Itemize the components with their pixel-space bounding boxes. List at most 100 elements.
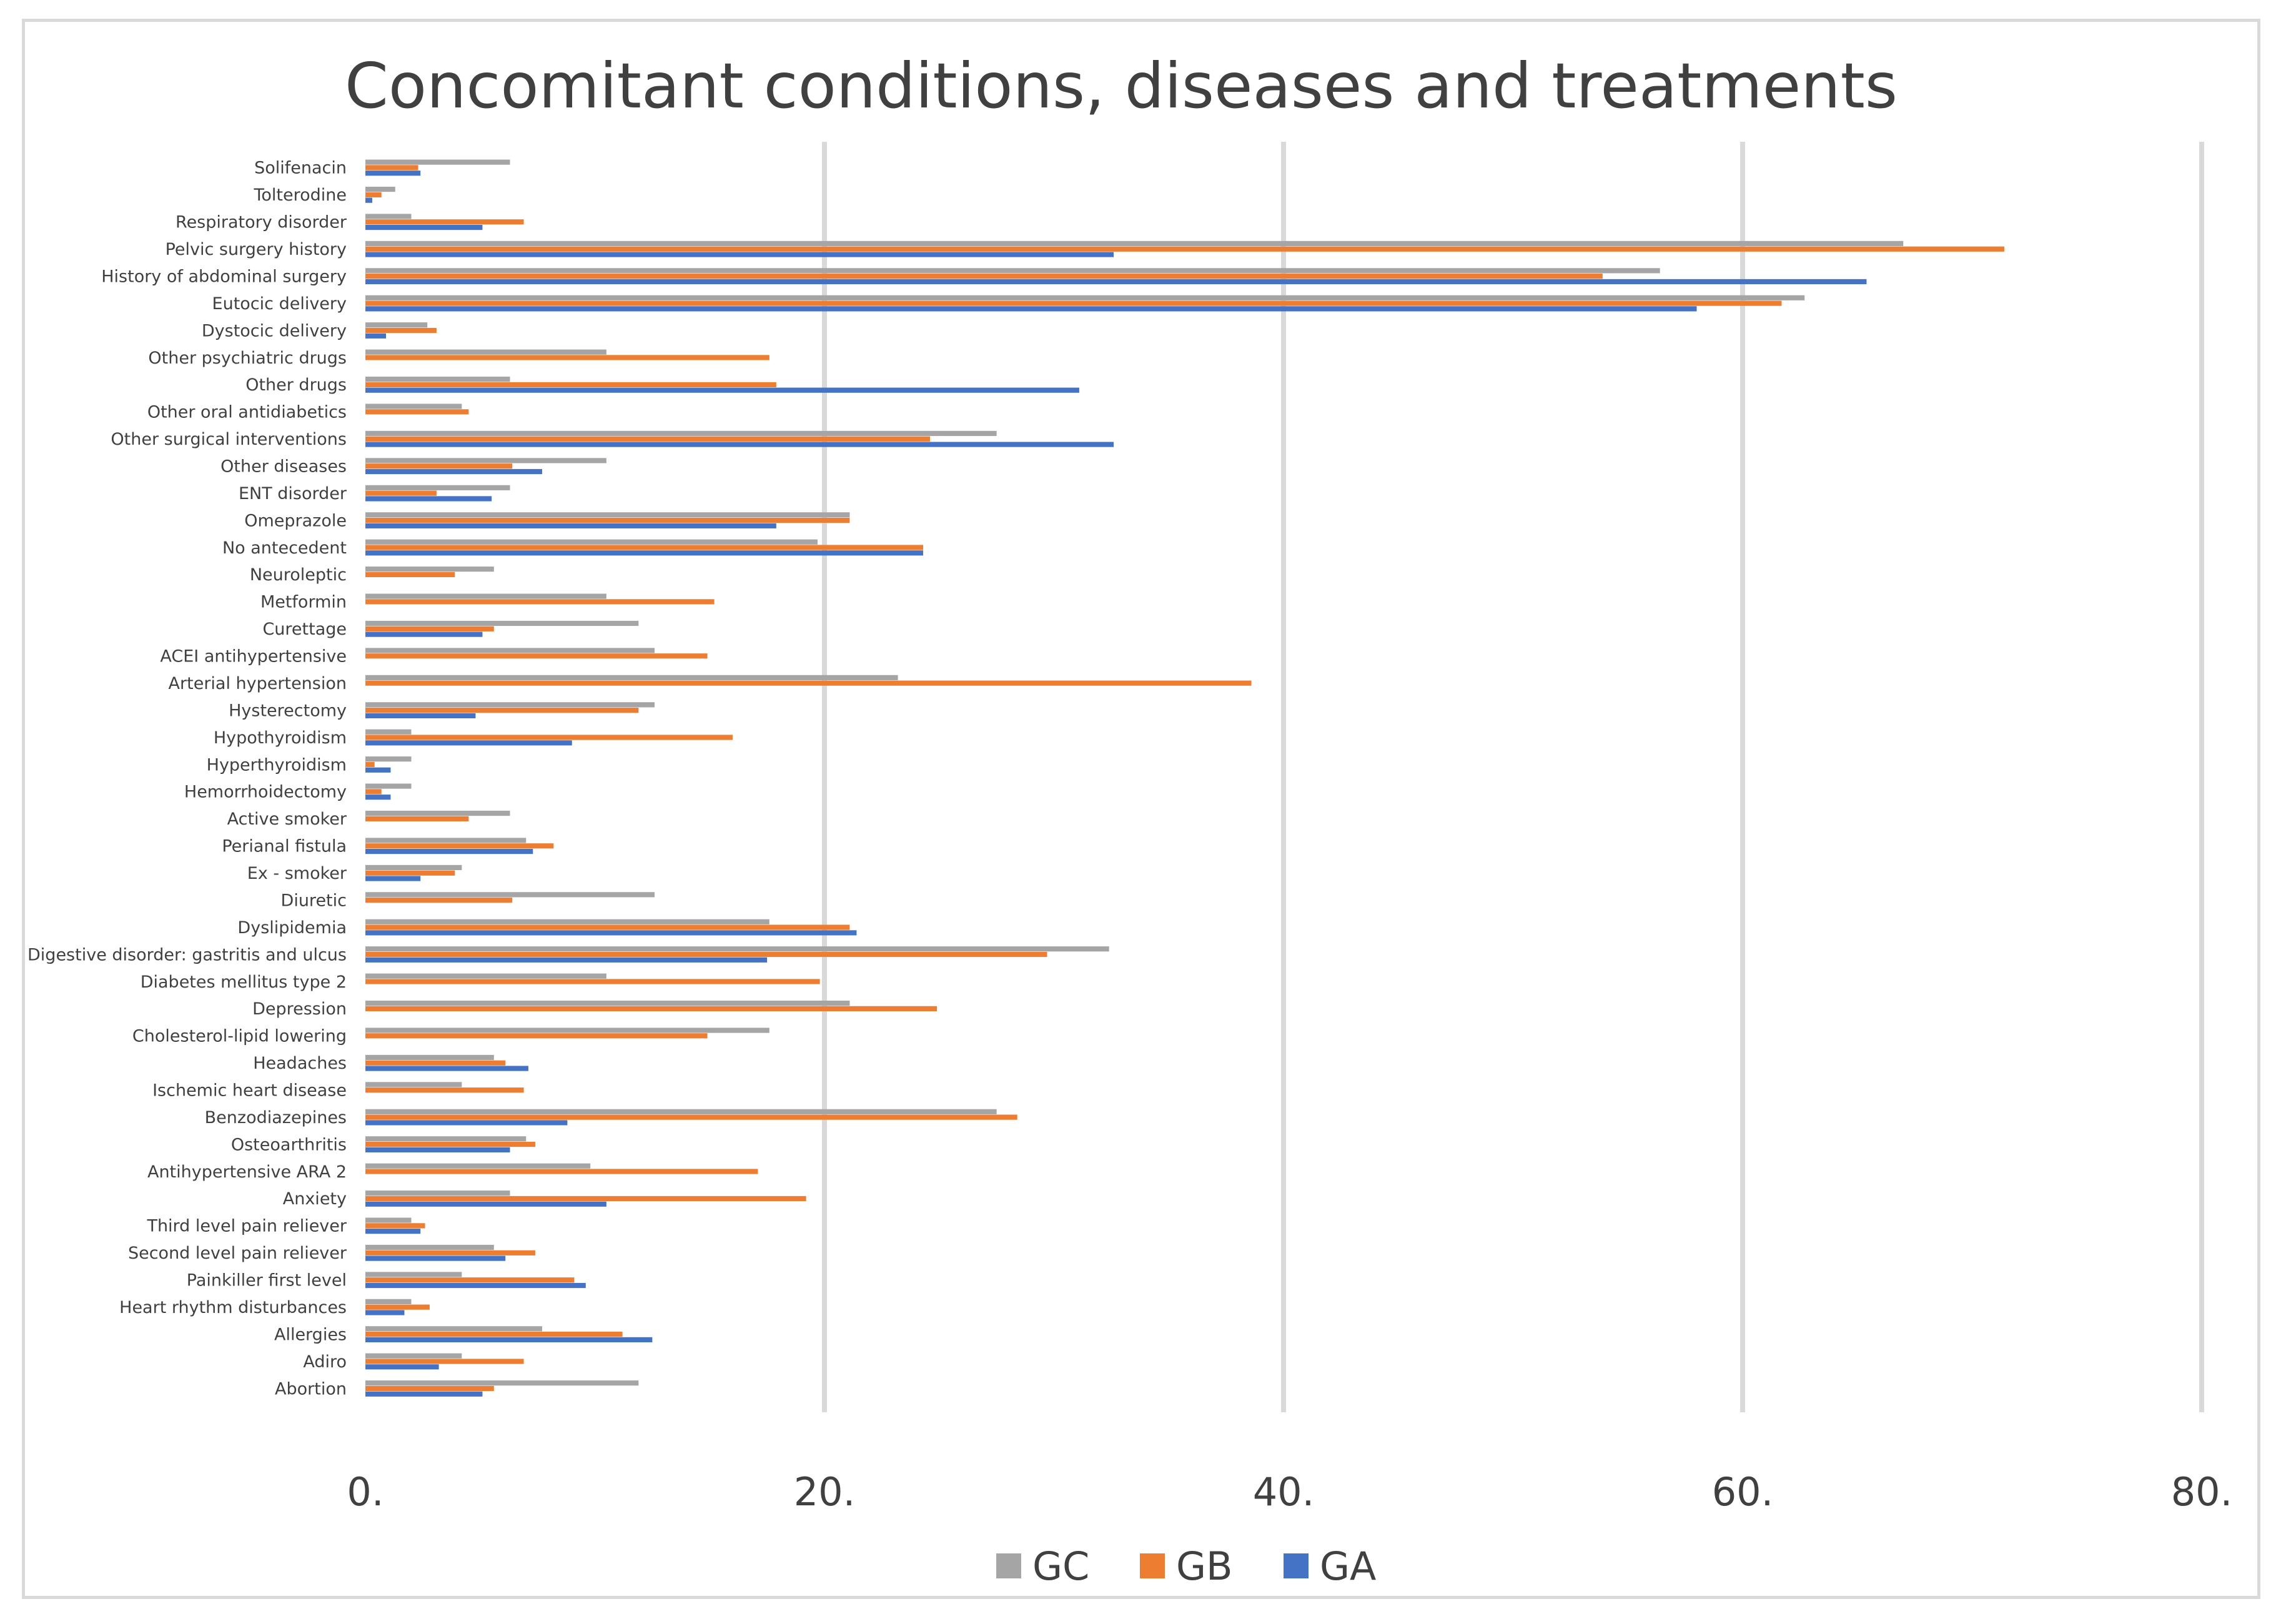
bar-ga-ent-disorder: [365, 496, 492, 502]
category-label-ex-smoker: Ex - smoker: [247, 864, 347, 883]
bar-ga-allergies: [365, 1337, 653, 1343]
bar-gb-curettage: [365, 626, 494, 631]
bar-gb-hemorrhoidectomy: [365, 789, 382, 795]
category-label-painkiller-first-level: Painkiller first level: [187, 1271, 347, 1290]
bars: [365, 159, 2004, 1397]
bar-gb-eutocic-delivery: [365, 300, 1782, 306]
bar-gc-curettage: [365, 620, 639, 626]
category-label-neuroleptic: Neuroleptic: [250, 565, 347, 585]
bar-gc-solifenacin: [365, 159, 510, 165]
bar-gc-antihypertensive-ara-2: [365, 1163, 591, 1169]
bar-ga-benzodiazepines: [365, 1120, 568, 1126]
bar-ga-adiro: [365, 1364, 439, 1370]
bar-gb-other-oral-antidiabetics: [365, 409, 469, 415]
bar-gc-osteoarthritis: [365, 1136, 527, 1142]
bar-gc-cholesterol-lipid-lowering: [365, 1027, 769, 1033]
legend-label-ga: GA: [1320, 1543, 1376, 1589]
bar-ga-no-antecedent: [365, 550, 924, 556]
category-label-adiro: Adiro: [303, 1352, 347, 1372]
bar-gb-antihypertensive-ara-2: [365, 1169, 758, 1174]
category-label-active-smoker: Active smoker: [227, 810, 347, 829]
bar-gb-depression: [365, 1006, 938, 1011]
bar-gb-cholesterol-lipid-lowering: [365, 1033, 708, 1039]
category-label-tolterodine: Tolterodine: [253, 186, 347, 205]
bar-gc-depression: [365, 1000, 850, 1006]
category-labels: Solifenacin Tolterodine Respiratory disord…: [27, 159, 347, 1399]
category-label-diuretic: Diuretic: [281, 891, 347, 910]
x-tick-label-80: 80.: [2171, 1469, 2233, 1515]
category-label-hyperthyroidism: Hyperthyroidism: [207, 755, 347, 775]
category-label-headaches: Headaches: [253, 1054, 347, 1073]
bar-gb-hyperthyroidism: [365, 761, 375, 768]
bar-gb-second-level-pain-reliever: [365, 1250, 535, 1255]
bar-gb-headaches: [365, 1060, 506, 1066]
bar-gc-ex-smoker: [365, 864, 462, 871]
category-label-other-oral-antidiabetics: Other oral antidiabetics: [147, 403, 347, 422]
bar-gb-hysterectomy: [365, 708, 639, 713]
bar-gc-heart-rhythm-disturbances: [365, 1299, 412, 1304]
bar-gc-acei-antihypertensive: [365, 648, 655, 653]
bar-gb-dystocic-delivery: [365, 327, 437, 334]
chart-title: Concomitant conditions, diseases and tre…: [345, 49, 1898, 122]
bar-gb-heart-rhythm-disturbances: [365, 1304, 430, 1310]
category-label-solifenacin: Solifenacin: [254, 159, 347, 178]
bar-gc-diuretic: [365, 892, 655, 898]
category-label-curettage: Curettage: [262, 620, 347, 639]
gridlines: [822, 142, 2204, 1412]
bar-gb-hypothyroidism: [365, 735, 733, 740]
bar-gc-history-of-abdominal-surgery: [365, 268, 1660, 274]
bar-gb-neuroleptic: [365, 572, 455, 578]
bar-ga-ex-smoker: [365, 876, 421, 881]
bar-ga-pelvic-surgery-history: [365, 252, 1114, 257]
bar-gc-pelvic-surgery-history: [365, 240, 1904, 247]
bar-gb-solifenacin: [365, 165, 418, 171]
bar-gb-other-psychiatric-drugs: [365, 355, 769, 360]
bar-ga-anxiety: [365, 1201, 606, 1207]
bar-gc-other-oral-antidiabetics: [365, 404, 462, 409]
bar-gc-allergies: [365, 1326, 542, 1332]
category-label-dyslipidemia: Dyslipidemia: [237, 918, 347, 938]
category-label-anxiety: Anxiety: [283, 1189, 347, 1209]
category-label-hypothyroidism: Hypothyroidism: [214, 728, 347, 748]
bar-gc-other-diseases: [365, 458, 606, 463]
x-tick-label-60: 60.: [1712, 1469, 1774, 1515]
bar-gb-acei-antihypertensive: [365, 653, 708, 659]
category-label-antihypertensive-ara-2: Antihypertensive ARA 2: [147, 1162, 347, 1182]
bar-gb-other-surgical-interventions: [365, 436, 931, 442]
category-label-other-surgical-interventions: Other surgical interventions: [111, 430, 347, 449]
bar-gb-metformin: [365, 599, 715, 605]
bar-ga-dystocic-delivery: [365, 333, 387, 339]
category-label-heart-rhythm-disturbances: Heart rhythm disturbances: [119, 1298, 347, 1317]
bar-gc-digestive-disorder-gastritis-and-ulcus: [365, 946, 1109, 952]
bar-ga-dyslipidemia: [365, 930, 857, 936]
x-tick-label-0: 0.: [347, 1469, 383, 1515]
bar-gb-other-drugs: [365, 382, 776, 387]
bar-gb-tolterodine: [365, 192, 382, 197]
bar-gc-hypothyroidism: [365, 729, 412, 735]
bar-gc-arterial-hypertension: [365, 675, 898, 680]
x-tick-label-40: 40.: [1253, 1469, 1315, 1515]
bar-gc-ent-disorder: [365, 485, 510, 490]
bar-ga-other-surgical-interventions: [365, 442, 1114, 447]
chart-frame: Concomitant conditions, diseases and tre…: [22, 19, 2260, 1599]
bar-gc-respiratory-disorder: [365, 214, 412, 219]
bar-gb-no-antecedent: [365, 545, 924, 550]
category-label-perianal-fistula: Perianal fistula: [222, 837, 347, 856]
bar-gb-perianal-fistula: [365, 843, 554, 849]
bar-gc-active-smoker: [365, 810, 510, 816]
category-label-abortion: Abortion: [275, 1379, 347, 1399]
category-label-ent-disorder: ENT disorder: [239, 484, 347, 503]
bar-ga-digestive-disorder-gastritis-and-ulcus: [365, 957, 768, 963]
category-label-cholesterol-lipid-lowering: Cholesterol-lipid lowering: [132, 1027, 347, 1046]
legend: GC GB GA: [996, 1543, 1376, 1589]
bar-gc-adiro: [365, 1353, 462, 1359]
bar-ga-third-level-pain-reliever: [365, 1229, 421, 1234]
bar-gc-neuroleptic: [365, 567, 494, 572]
bar-ga-history-of-abdominal-surgery: [365, 279, 1867, 285]
bar-gc-perianal-fistula: [365, 838, 527, 843]
bar-gc-benzodiazepines: [365, 1109, 997, 1114]
bar-gc-headaches: [365, 1054, 494, 1061]
category-label-dystocic-delivery: Dystocic delivery: [202, 321, 347, 340]
chart-svg: Concomitant conditions, diseases and tre…: [27, 49, 2233, 1589]
category-label-respiratory-disorder: Respiratory disorder: [176, 213, 347, 232]
